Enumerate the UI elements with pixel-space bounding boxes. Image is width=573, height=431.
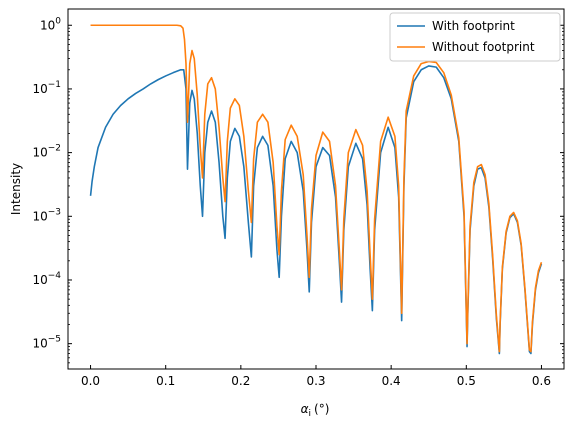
x-tick-label: 0.0 <box>81 374 100 388</box>
y-tick-label: 10−3 <box>32 207 61 223</box>
plot-lines <box>89 24 543 355</box>
legend: With footprint Without footprint <box>389 12 561 62</box>
y-axis-label: Intensity <box>9 163 23 215</box>
y-tick-label: 10−2 <box>32 144 61 160</box>
x-tick-label: 0.3 <box>306 374 325 388</box>
series-line-with-footprint <box>89 65 543 355</box>
x-axis-label: αi (°) <box>301 402 330 419</box>
x-tick-label: 0.2 <box>231 374 250 388</box>
x-tick-label: 0.1 <box>156 374 175 388</box>
legend-label-without-footprint: Without footprint <box>432 40 535 54</box>
legend-label-with-footprint: With footprint <box>432 19 515 33</box>
legend-box <box>389 12 561 62</box>
x-axis-ticks: 0.0 0.1 0.2 0.3 0.4 0.5 0.6 <box>81 365 551 388</box>
x-tick-label: 0.4 <box>382 374 401 388</box>
y-tick-label: 10−1 <box>32 80 61 96</box>
series-line-without-footprint <box>90 24 543 353</box>
y-tick-label: 100 <box>40 16 61 32</box>
y-axis-ticks: 10−5 10−4 10−3 10−2 10−1 100 <box>32 16 564 370</box>
x-tick-label: 0.5 <box>457 374 476 388</box>
y-tick-label: 10−4 <box>32 271 61 287</box>
y-tick-label: 10−5 <box>32 335 61 351</box>
x-tick-label: 0.6 <box>532 374 551 388</box>
plot-frame <box>67 8 565 370</box>
